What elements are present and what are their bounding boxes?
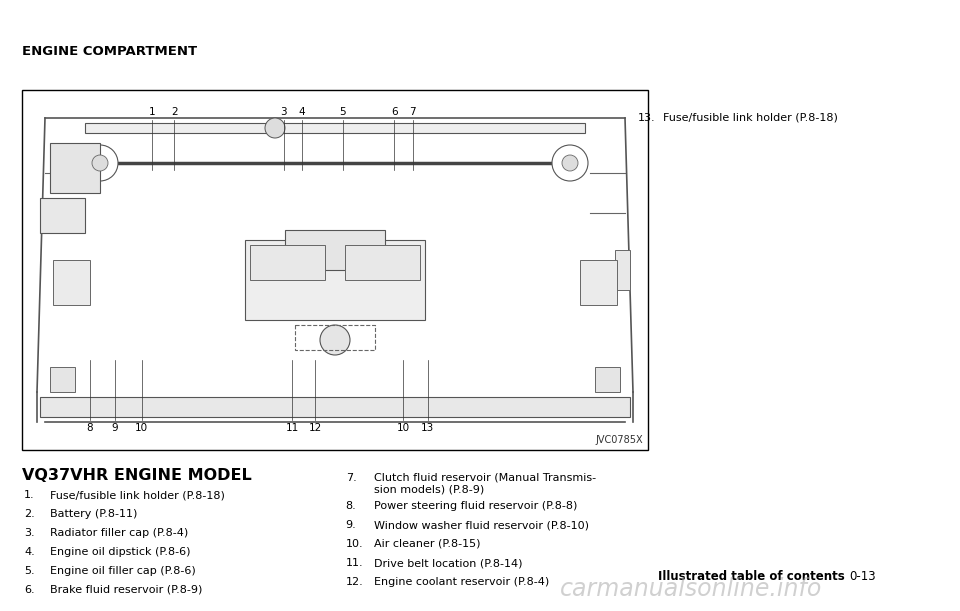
Text: Radiator filler cap (P.8-4): Radiator filler cap (P.8-4)	[50, 528, 188, 538]
Text: carmanualsonline.info: carmanualsonline.info	[560, 577, 823, 601]
Text: Power steering fluid reservoir (P.8-8): Power steering fluid reservoir (P.8-8)	[373, 501, 577, 511]
Text: 10: 10	[135, 423, 148, 433]
Circle shape	[552, 145, 588, 181]
Text: ENGINE COMPARTMENT: ENGINE COMPARTMENT	[22, 45, 197, 58]
Bar	[295, 325, 375, 350]
Bar	[615, 250, 630, 290]
Bar	[50, 143, 100, 193]
Text: 10: 10	[396, 423, 410, 433]
Circle shape	[82, 145, 118, 181]
Text: Fuse/fusible link holder (P.8-18): Fuse/fusible link holder (P.8-18)	[50, 490, 225, 500]
Text: Drive belt location (P.8-14): Drive belt location (P.8-14)	[373, 558, 522, 568]
Text: 10.: 10.	[346, 539, 363, 549]
Bar	[595, 367, 620, 392]
Bar	[40, 397, 630, 417]
Bar	[53, 260, 90, 305]
Text: 12: 12	[308, 423, 322, 433]
Circle shape	[320, 325, 350, 355]
Bar	[250, 245, 325, 280]
Text: VQ37VHR ENGINE MODEL: VQ37VHR ENGINE MODEL	[22, 468, 252, 483]
Text: 8.: 8.	[346, 501, 356, 511]
Text: Engine coolant reservoir (P.8-4): Engine coolant reservoir (P.8-4)	[373, 577, 549, 587]
Text: 12.: 12.	[346, 577, 363, 587]
Bar	[85, 123, 585, 133]
Text: 2.: 2.	[24, 509, 35, 519]
Text: 11.: 11.	[346, 558, 363, 568]
Text: 0-13: 0-13	[850, 570, 876, 583]
Text: 5.: 5.	[24, 566, 35, 576]
Bar	[40, 198, 85, 233]
Bar	[245, 240, 425, 320]
Text: 5: 5	[339, 107, 346, 117]
Bar	[22, 90, 648, 450]
Text: Battery (P.8-11): Battery (P.8-11)	[50, 509, 137, 519]
Bar	[50, 367, 75, 392]
Text: 13: 13	[421, 423, 434, 433]
Text: 11: 11	[286, 423, 300, 433]
Text: 1: 1	[149, 107, 156, 117]
Text: Illustrated table of contents: Illustrated table of contents	[658, 570, 845, 583]
Text: 7: 7	[409, 107, 416, 117]
Circle shape	[265, 118, 285, 138]
Text: 13.: 13.	[638, 113, 656, 123]
Text: 2: 2	[171, 107, 178, 117]
Text: 8: 8	[86, 423, 93, 433]
Text: 7.: 7.	[346, 473, 356, 483]
Text: Fuse/fusible link holder (P.8-18): Fuse/fusible link holder (P.8-18)	[663, 113, 838, 123]
Text: 9: 9	[111, 423, 118, 433]
Text: Brake fluid reservoir (P.8-9): Brake fluid reservoir (P.8-9)	[50, 585, 203, 595]
Text: 3: 3	[280, 107, 287, 117]
Bar	[285, 230, 385, 270]
Text: Engine oil dipstick (P.8-6): Engine oil dipstick (P.8-6)	[50, 547, 190, 557]
Text: 6: 6	[391, 107, 397, 117]
Bar	[345, 245, 420, 280]
Text: 1.: 1.	[24, 490, 35, 500]
Bar	[580, 260, 617, 305]
Circle shape	[92, 155, 108, 171]
Text: Clutch fluid reservoir (Manual Transmis-
sion models) (P.8-9): Clutch fluid reservoir (Manual Transmis-…	[373, 473, 596, 494]
Text: JVC0785X: JVC0785X	[595, 435, 643, 445]
Text: 6.: 6.	[24, 585, 35, 595]
Text: 4: 4	[299, 107, 305, 117]
Text: 3.: 3.	[24, 528, 35, 538]
Text: Window washer fluid reservoir (P.8-10): Window washer fluid reservoir (P.8-10)	[373, 520, 588, 530]
Text: 4.: 4.	[24, 547, 35, 557]
Circle shape	[562, 155, 578, 171]
Text: 9.: 9.	[346, 520, 356, 530]
Text: Air cleaner (P.8-15): Air cleaner (P.8-15)	[373, 539, 480, 549]
Text: Engine oil filler cap (P.8-6): Engine oil filler cap (P.8-6)	[50, 566, 196, 576]
